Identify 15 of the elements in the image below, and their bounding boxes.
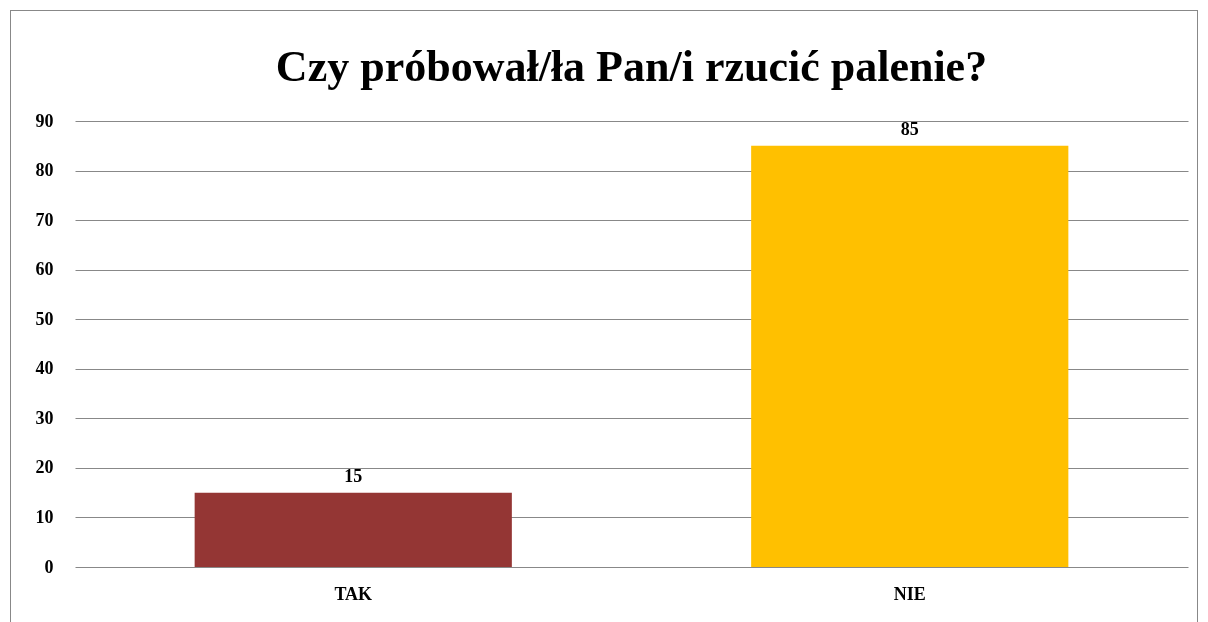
y-tick-label: 80 [35, 160, 54, 181]
data-label: 15 [344, 465, 363, 486]
y-tick-label: 90 [35, 110, 54, 131]
data-label: 85 [900, 118, 919, 139]
y-tick-label: 30 [35, 407, 54, 428]
x-tick-label: TAK [334, 583, 373, 604]
y-tick-label: 0 [44, 556, 54, 577]
y-tick-label: 10 [35, 506, 54, 527]
chart-title: Czy próbował/ła Pan/i rzucić palenie? [275, 42, 988, 91]
x-tick-label: NIE [893, 583, 926, 604]
y-tick-label: 20 [35, 457, 54, 478]
y-tick-label: 60 [35, 259, 54, 280]
y-tick-label: 50 [35, 308, 54, 329]
y-tick-label: 40 [35, 358, 54, 379]
y-tick-label: 70 [35, 209, 54, 230]
